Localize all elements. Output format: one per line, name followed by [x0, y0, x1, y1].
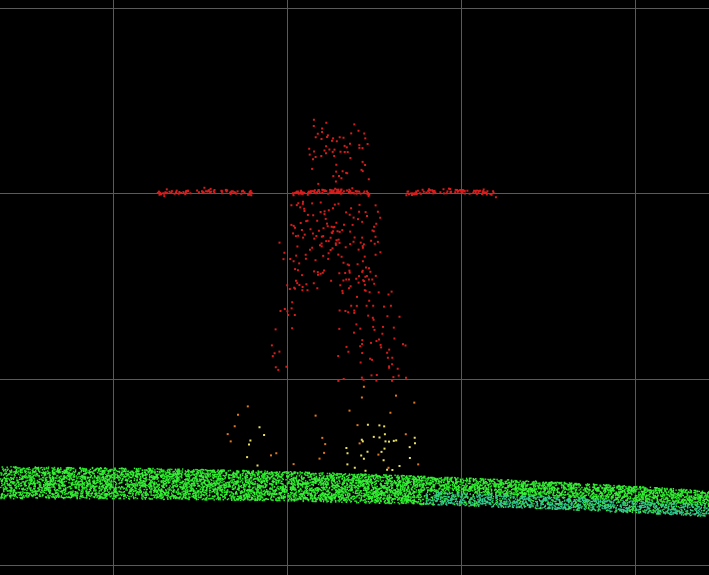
- ground-points: [425, 492, 709, 517]
- ground-points: [0, 466, 709, 517]
- near-ground-points: [246, 423, 416, 472]
